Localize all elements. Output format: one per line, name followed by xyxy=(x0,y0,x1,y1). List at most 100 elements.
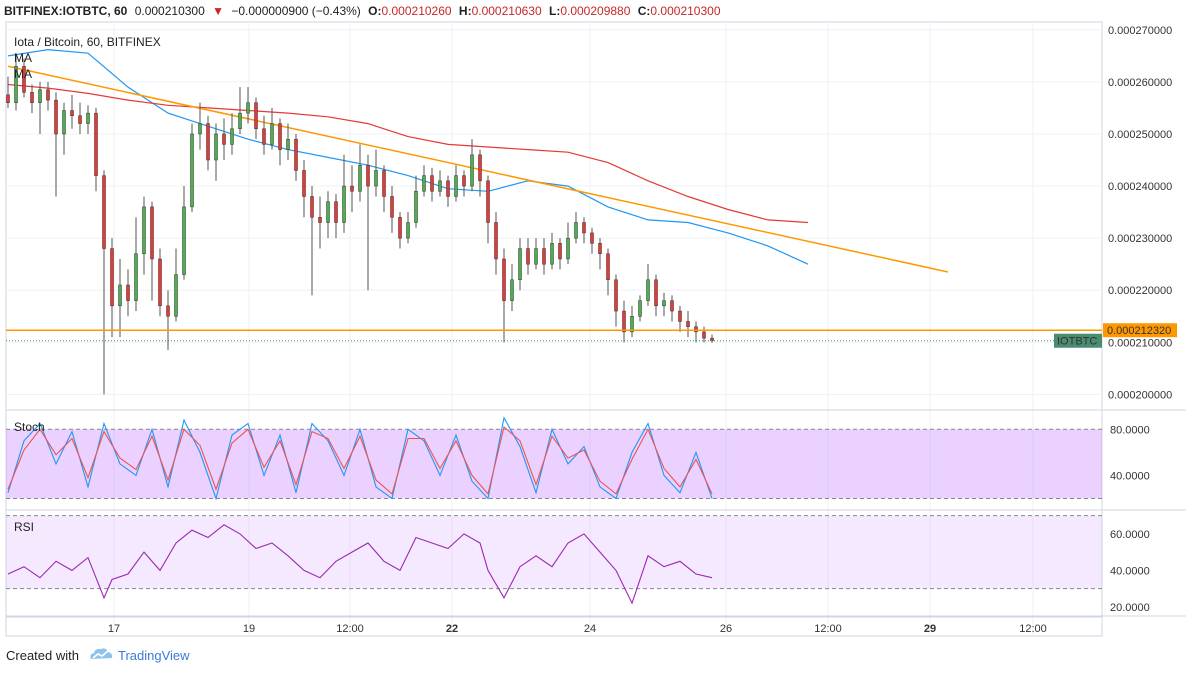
price-tick-label: 0.000240000 xyxy=(1108,181,1172,193)
candle-body xyxy=(46,89,50,101)
oscillator-line xyxy=(7,425,713,496)
time-tick-label: 22 xyxy=(446,623,458,635)
oscillator-tick-label: 40.0000 xyxy=(1110,565,1150,577)
candle-body xyxy=(454,175,458,197)
candle-body xyxy=(534,248,538,265)
horizontal-line-value: 0.000212320 xyxy=(1107,325,1171,337)
down-arrow-icon: ▼ xyxy=(212,4,224,18)
candle-body xyxy=(702,331,706,339)
candle-body xyxy=(142,206,146,255)
candle-body xyxy=(238,112,242,130)
price-tick-label: 0.000250000 xyxy=(1108,129,1172,141)
candle-body xyxy=(398,217,402,239)
footer: Created with TradingView xyxy=(0,640,1186,673)
candle-body xyxy=(414,191,418,223)
symbol-tag xyxy=(1054,333,1102,348)
candle-body xyxy=(86,112,90,124)
candle-body xyxy=(422,175,426,192)
oscillator-line xyxy=(7,524,713,605)
candle-body xyxy=(646,279,650,301)
rsi-title: RSI xyxy=(14,520,34,534)
candle-body xyxy=(22,66,26,93)
symbol-header: BITFINEX:IOTBTC, 60 0.000210300 ▼ −0.000… xyxy=(0,0,1186,22)
band-fill xyxy=(6,515,1102,589)
last-price: 0.000210300 xyxy=(134,4,205,18)
time-tick-label: 24 xyxy=(584,623,596,635)
candle-body xyxy=(518,248,522,281)
rsi-pane[interactable]: 60.0000 40.0000 20.0000 xyxy=(6,515,1186,617)
close-label: C: xyxy=(637,4,651,18)
time-tick-label: 29 xyxy=(924,623,936,635)
chart-title: Iota / Bitcoin, 60, BITFINEX xyxy=(14,35,161,49)
candle-body xyxy=(342,185,346,223)
candle-body xyxy=(6,94,10,103)
candle-body xyxy=(366,164,370,187)
price-change: −0.000000900 (−0.43%) xyxy=(231,4,361,18)
candle-body xyxy=(542,248,546,265)
candle-body xyxy=(494,222,498,260)
price-tick-label: 0.000200000 xyxy=(1108,389,1172,401)
open-label: O: xyxy=(368,4,382,18)
candle-body xyxy=(270,123,274,145)
price-tick-label: 0.000260000 xyxy=(1108,77,1172,89)
candle-body xyxy=(670,300,674,312)
time-tick-label: 17 xyxy=(108,623,120,635)
candle-body xyxy=(574,222,578,239)
created-with-text: Created with xyxy=(6,648,79,663)
close-value: 0.000210300 xyxy=(650,4,721,18)
candle-body xyxy=(598,243,602,255)
candle-body xyxy=(526,248,530,265)
candle-body xyxy=(462,175,466,187)
candle-body xyxy=(686,321,690,327)
candle-body xyxy=(54,99,58,135)
candle-body xyxy=(294,138,298,171)
candle-body xyxy=(358,164,362,192)
candle-body xyxy=(118,284,122,307)
candle-body xyxy=(190,133,194,208)
moving-average-line xyxy=(7,83,809,224)
candle-body xyxy=(622,310,626,333)
time-axis[interactable]: 17 19 12:00 22 24 26 12:00 29 12:00 xyxy=(6,616,1102,635)
candle-body xyxy=(350,185,354,192)
symbol-title[interactable]: BITFINEX:IOTBTC, 60 xyxy=(4,4,128,18)
candle-body xyxy=(198,123,202,135)
candle-body xyxy=(694,326,698,333)
stoch-pane[interactable]: 80.0000 40.0000 xyxy=(6,416,1186,511)
symbol-tag-label: IOTBTC xyxy=(1057,336,1097,348)
tradingview-link[interactable]: TradingView xyxy=(118,648,190,663)
candle-body xyxy=(390,196,394,218)
candle-body xyxy=(102,175,106,249)
candle-body xyxy=(382,170,386,197)
candle-body xyxy=(134,253,138,301)
trend-line xyxy=(7,65,949,273)
high-value: 0.000210630 xyxy=(471,4,542,18)
candle-body xyxy=(278,123,282,150)
candle-body xyxy=(94,112,98,176)
candle-body xyxy=(678,310,682,322)
candle-body xyxy=(502,258,506,301)
time-tick-label: 19 xyxy=(243,623,255,635)
band-fill xyxy=(6,429,1102,499)
candle-body xyxy=(430,175,434,192)
oscillator-tick-label: 20.0000 xyxy=(1110,602,1150,614)
oscillator-tick-label: 60.0000 xyxy=(1110,529,1150,541)
candle-body xyxy=(246,102,250,114)
candle-body xyxy=(30,92,34,103)
oscillator-tick-label: 80.0000 xyxy=(1110,424,1150,436)
price-tick-label: 0.000220000 xyxy=(1108,285,1172,297)
time-tick-label: 26 xyxy=(720,623,732,635)
time-tick-label: 12:00 xyxy=(336,623,364,635)
candle-body xyxy=(558,243,562,260)
candle-body xyxy=(630,316,634,333)
candle-body xyxy=(182,206,186,275)
candle-body xyxy=(566,237,570,260)
price-tick-label: 0.000230000 xyxy=(1108,233,1172,245)
price-pane[interactable]: 0.000270000 0.000260000 0.000250000 0.00024… xyxy=(6,22,1186,636)
candle-body xyxy=(590,232,594,244)
candle-body xyxy=(62,110,66,135)
candle-body xyxy=(406,222,410,239)
candle-body xyxy=(166,305,170,317)
candle-body xyxy=(286,138,290,150)
candle-body xyxy=(326,201,330,223)
chart-area[interactable]: 0.000270000 0.000260000 0.000250000 0.00024… xyxy=(0,0,1186,640)
